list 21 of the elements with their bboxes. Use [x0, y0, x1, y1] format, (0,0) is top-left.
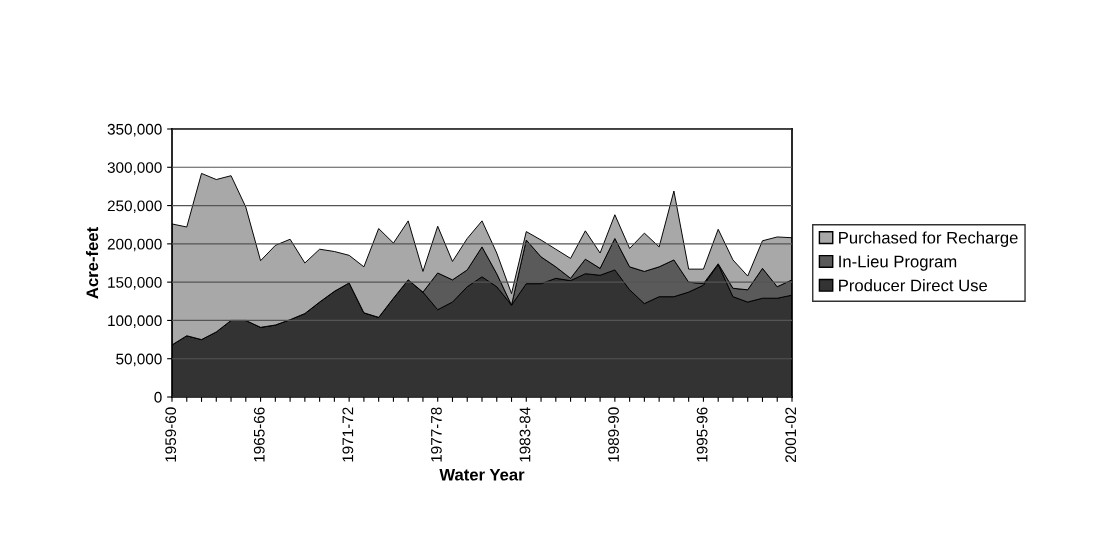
- y-tick-label: 100,000: [108, 315, 162, 328]
- x-tick-label: 1995-96: [696, 407, 708, 462]
- x-axis-title: Water Year: [439, 468, 525, 481]
- y-axis-title: Acre-feet: [85, 227, 99, 299]
- y-tick-label: 350,000: [107, 123, 162, 137]
- legend-label: Purchased for Recharge: [839, 231, 1018, 247]
- x-tick-label: 1971-72: [342, 407, 354, 462]
- x-tick-label: 1983-84: [519, 407, 531, 462]
- x-tick-label: 1959-60: [165, 407, 177, 462]
- y-tick-label: 300,000: [107, 162, 162, 175]
- y-tick-label: 200,000: [107, 238, 162, 252]
- x-tick-label: 1965-66: [253, 407, 265, 462]
- y-tick-label: 0: [154, 391, 162, 403]
- y-tick-label: 250,000: [107, 200, 162, 214]
- x-tick-label: 1989-90: [608, 407, 619, 462]
- y-tick-label: 50,000: [116, 353, 162, 367]
- legend-label: In-Lieu Program: [839, 255, 957, 271]
- legend-label: Producer Direct Use: [839, 279, 988, 292]
- x-tick-label: 1977-78: [431, 407, 442, 462]
- y-tick-label: 150,000: [108, 277, 162, 290]
- x-tick-label: 2001-02: [785, 407, 797, 463]
